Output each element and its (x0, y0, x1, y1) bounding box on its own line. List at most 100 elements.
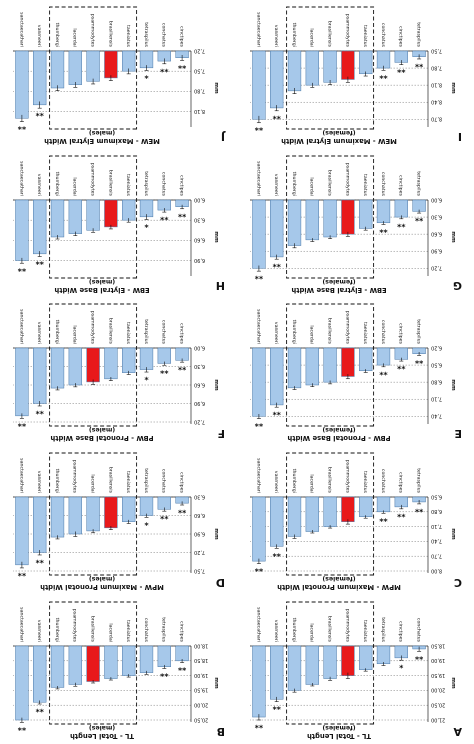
chart-panel-c: C MPW - Maximum Pronotal Width (females) 6,… (237, 446, 474, 595)
y-tick-label: 7,20 (194, 549, 205, 555)
chart-title: PBW - Pronotal Base Width (50, 434, 153, 442)
category-label: lacerdai (309, 326, 315, 345)
category-label: brasiliensis (107, 318, 113, 345)
category-label: psammodytes (344, 14, 350, 48)
y-tick-label: 20,50 (431, 702, 445, 708)
bar (157, 645, 171, 667)
bar (323, 199, 337, 237)
bar (341, 50, 355, 80)
panel-letter: D (216, 576, 225, 589)
panel-letter: A (453, 725, 462, 738)
bar (341, 645, 355, 676)
y-tick-label: 7,80 (194, 87, 205, 93)
y-tick-label: 6,90 (194, 531, 205, 537)
category-label: taeniatus (362, 471, 368, 494)
bar (252, 496, 266, 562)
category-label: thumbergi (291, 171, 297, 195)
y-tick-label: 21,00 (431, 716, 445, 722)
bar (139, 645, 154, 673)
bar-chart-e: E PBW - Pronotal Base Width(females) 6,20 6… (250, 303, 462, 442)
category-label: psammodytes (344, 311, 350, 345)
y-tick-label: 6,00 (431, 196, 442, 202)
significance-marker: ** (177, 363, 186, 372)
chart-title: PBW - Pronotal Base Width (287, 434, 390, 442)
category-label: tetraspilus (161, 617, 167, 642)
significance-marker: * (398, 661, 403, 670)
bar (359, 348, 373, 372)
significance-marker: ** (177, 506, 186, 515)
bar-chart-b: B TL - Total Length(males) 18,00 18,50 19,00… (13, 601, 225, 740)
significance-marker: ** (414, 505, 423, 514)
category-label: taeniatus (362, 620, 368, 643)
category-label: cinctipes (398, 175, 404, 196)
category-label: vanmeeri (36, 173, 42, 195)
y-tick-label: 8,10 (194, 108, 205, 114)
y-tick-label: 6,90 (194, 400, 205, 406)
category-label: sanctaecathari (18, 607, 24, 642)
bar (287, 496, 302, 537)
category-label: thumbergi (291, 22, 297, 46)
y-axis-label: mm (450, 231, 456, 243)
category-label: sanctaecathari (255, 458, 261, 493)
category-label: thumbergi (54, 22, 60, 46)
bar (359, 50, 373, 74)
bar (359, 496, 373, 518)
y-tick-label: 6,30 (194, 216, 205, 222)
category-label: conchatus (161, 23, 167, 48)
significance-marker: ** (254, 123, 263, 132)
chart-title: TL - Total Length (307, 732, 371, 740)
category-label: taeniatus (362, 25, 368, 48)
bar (33, 645, 47, 703)
bar (86, 50, 100, 82)
significance-marker: ** (414, 59, 423, 68)
bar (86, 199, 100, 231)
category-label: psammodytes (90, 162, 96, 196)
category-label: brasiliensis (327, 616, 333, 643)
chart-title: TL - Total Length (70, 732, 134, 740)
chart-subtitle: (males) (89, 278, 115, 285)
category-label: tetraspilus (415, 320, 421, 345)
category-label: thumbergi (291, 469, 297, 493)
category-label: vanmeeri (273, 620, 279, 642)
category-label: vanmeeri (273, 471, 279, 493)
y-axis-label: mm (450, 528, 456, 540)
significance-marker: ** (254, 721, 263, 730)
significance-marker: ** (272, 549, 281, 558)
category-label: taeniatus (125, 25, 131, 48)
y-tick-label: 6,80 (431, 508, 442, 514)
panel-letter: J (221, 130, 226, 143)
chart-panel-b: B TL - Total Length (males) 18,00 18,50 19,00… (0, 595, 237, 744)
category-label: psammodytes (344, 609, 350, 643)
bar (175, 645, 189, 662)
y-axis-label: mm (213, 677, 219, 689)
bar (15, 199, 29, 261)
bar (305, 496, 319, 532)
significance-marker: ** (159, 64, 168, 73)
bar (341, 348, 355, 378)
chart-panel-i: I MEW - Maximum Elytral Width (females) 7,5… (237, 0, 474, 149)
bar (323, 348, 337, 383)
chart-title: MPW - Maximum Pronotal Width (40, 583, 164, 591)
bar (68, 496, 82, 535)
bar (252, 348, 266, 417)
category-label: cinctipes (398, 324, 404, 345)
category-label: lacerdai (309, 177, 315, 196)
category-label: tetraspilus (415, 22, 421, 47)
y-tick-label: 6,60 (194, 512, 205, 518)
category-label: vanmeeri (36, 25, 42, 47)
significance-marker: ** (35, 705, 44, 714)
significance-marker: ** (379, 368, 388, 377)
category-label: conchatus (380, 23, 386, 48)
bar (122, 50, 136, 72)
y-tick-label: 7,40 (431, 413, 442, 419)
category-label: cinctipes (178, 324, 184, 345)
category-label: brasiliensis (107, 467, 113, 494)
significance-marker: ** (414, 356, 423, 365)
category-label: conchatus (380, 172, 386, 197)
category-label: psammodytes (344, 460, 350, 494)
category-label: taeniatus (362, 322, 368, 345)
category-label: sanctaecathari (255, 607, 261, 642)
significance-marker: ** (35, 407, 44, 416)
bar (359, 199, 373, 229)
